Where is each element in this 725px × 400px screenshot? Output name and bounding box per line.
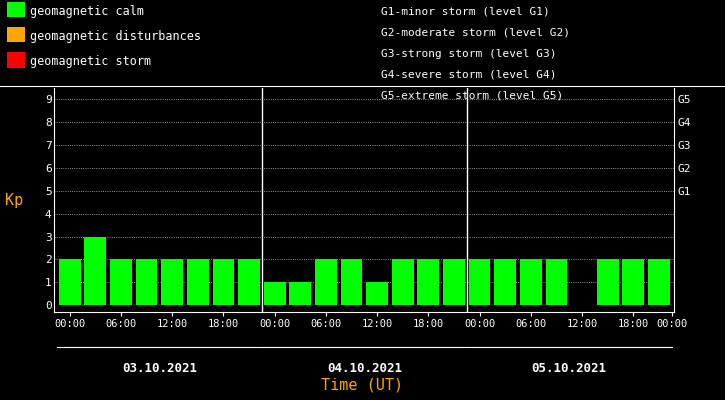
Bar	[468, 260, 491, 305]
Bar	[85, 236, 107, 305]
Bar	[187, 260, 209, 305]
Bar	[59, 260, 80, 305]
Bar	[520, 260, 542, 305]
Text: Kp: Kp	[5, 192, 23, 208]
Bar	[162, 260, 183, 305]
Bar	[110, 260, 132, 305]
Text: 04.10.2021: 04.10.2021	[327, 362, 402, 375]
Text: Time (UT): Time (UT)	[321, 377, 404, 392]
Bar	[212, 260, 234, 305]
Text: G2-moderate storm (level G2): G2-moderate storm (level G2)	[381, 28, 570, 38]
Bar	[622, 260, 644, 305]
Text: 05.10.2021: 05.10.2021	[531, 362, 607, 375]
Text: G3-strong storm (level G3): G3-strong storm (level G3)	[381, 49, 556, 59]
Text: G1-minor storm (level G1): G1-minor storm (level G1)	[381, 7, 550, 17]
Text: 03.10.2021: 03.10.2021	[122, 362, 197, 375]
Text: geomagnetic disturbances: geomagnetic disturbances	[30, 30, 202, 43]
Text: geomagnetic storm: geomagnetic storm	[30, 56, 152, 68]
Bar	[597, 260, 618, 305]
Text: G4-severe storm (level G4): G4-severe storm (level G4)	[381, 70, 556, 80]
Bar	[264, 282, 286, 305]
Bar	[392, 260, 414, 305]
Bar	[289, 282, 311, 305]
Bar	[315, 260, 337, 305]
Bar	[443, 260, 465, 305]
Bar	[366, 282, 388, 305]
Bar	[136, 260, 157, 305]
Bar	[494, 260, 516, 305]
Text: G5-extreme storm (level G5): G5-extreme storm (level G5)	[381, 90, 563, 100]
Bar	[238, 260, 260, 305]
Bar	[418, 260, 439, 305]
Bar	[341, 260, 362, 305]
Bar	[545, 260, 567, 305]
Text: geomagnetic calm: geomagnetic calm	[30, 5, 144, 18]
Bar	[648, 260, 670, 305]
